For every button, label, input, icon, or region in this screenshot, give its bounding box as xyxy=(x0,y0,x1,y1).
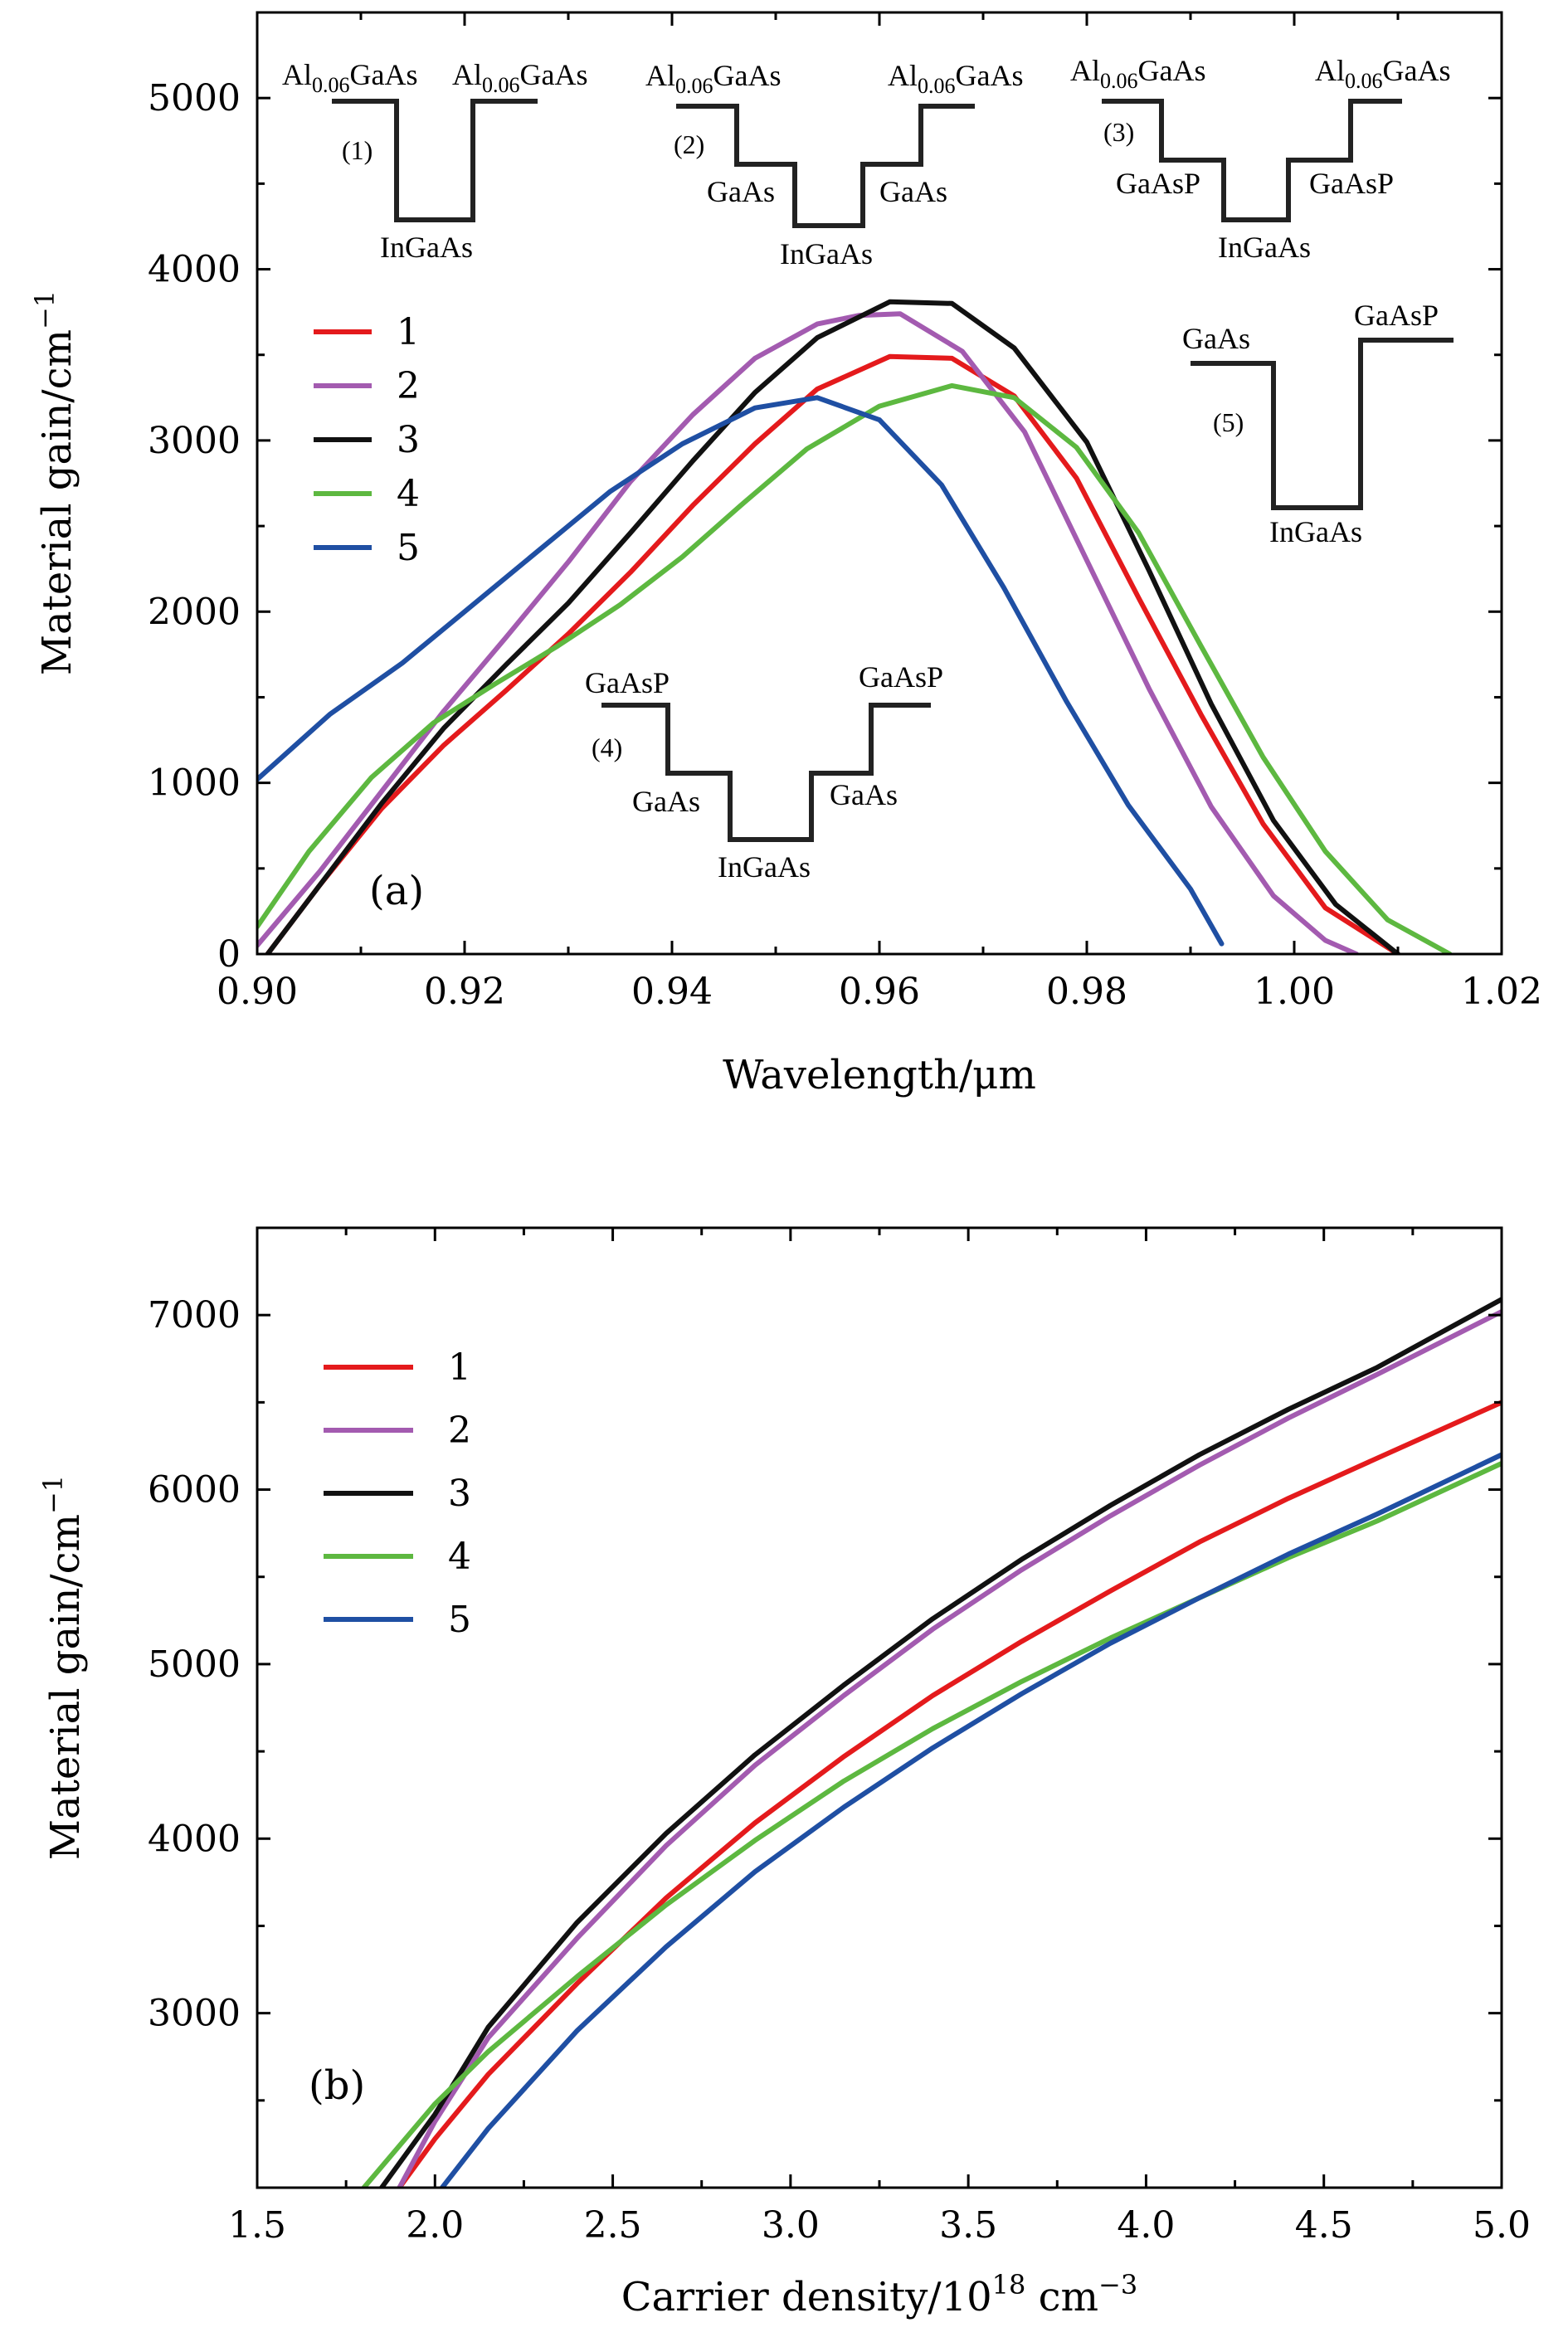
chart-b-ytick-label: 6000 xyxy=(148,1469,241,1512)
chart-b-series-5-line xyxy=(439,1452,1502,2188)
chart-b-ylabel: Material gain/cm−1 xyxy=(37,1475,89,1860)
chart-a-axes: 0.90 0.92 0.94 0.96 0.98 1.00 1.02 0 1000 2000 300… xyxy=(148,11,1542,1013)
chart-b-ytick-label: 4000 xyxy=(148,1818,241,1860)
inset-3-left-barrier: Al0.06GaAs xyxy=(1070,54,1205,93)
legend-a-label-4: 4 xyxy=(397,473,420,515)
band-diagram-3 xyxy=(1102,99,1402,222)
chart-b-series-group xyxy=(361,1297,1502,2188)
chart-b-panel-label: (b) xyxy=(309,2062,365,2109)
inset-3-right-barrier: Al0.06GaAs xyxy=(1315,54,1450,93)
inset-4-id: (4) xyxy=(592,733,622,762)
legend-a-label-1: 1 xyxy=(397,311,420,353)
inset-4-left-barrier: GaAsP xyxy=(585,666,670,699)
inset-4-right-barrier: GaAsP xyxy=(859,660,943,694)
inset-1-right-barrier: Al0.06GaAs xyxy=(452,58,587,97)
inset-3-well: InGaAs xyxy=(1218,231,1311,264)
band-diagram-2 xyxy=(676,104,975,228)
chart-a-series-5-line xyxy=(257,395,1225,947)
inset-4-step-left: GaAs xyxy=(632,785,700,818)
inset-2-right-barrier: Al0.06GaAs xyxy=(888,59,1023,98)
inset-5-well: InGaAs xyxy=(1269,515,1362,548)
chart-a-ytick-label: 3000 xyxy=(148,420,241,462)
chart-b: 1.5 2.0 2.5 3.0 3.5 4.0 4.5 5.0 3000 4000 5000 6000… xyxy=(37,1226,1531,2320)
inset-1-well: InGaAs xyxy=(380,231,473,264)
inset-1-left-barrier: Al0.06GaAs xyxy=(282,58,417,97)
legend-b-label-1: 1 xyxy=(448,1346,471,1389)
chart-b-series-1-line xyxy=(397,1400,1502,2188)
inset-2-step-right: GaAs xyxy=(879,175,947,208)
chart-a-xtick-label: 0.92 xyxy=(424,971,505,1013)
inset-5-left: GaAs xyxy=(1182,322,1250,355)
chart-a-ytick-label: 5000 xyxy=(148,77,241,119)
legend-a-label-2: 2 xyxy=(397,365,420,407)
chart-a-ytick-label: 0 xyxy=(217,933,241,976)
chart-a-xtick-label: 0.90 xyxy=(217,971,298,1013)
inset-structure-1: Al0.06GaAs Al0.06GaAs (1) InGaAs xyxy=(282,58,587,264)
chart-b-xtick-label: 3.5 xyxy=(939,2204,997,2247)
chart-b-xtick-label: 5.0 xyxy=(1473,2204,1531,2247)
chart-a-ytick-label: 1000 xyxy=(148,762,241,805)
chart-a-legend: 1 2 3 4 5 xyxy=(314,311,420,569)
chart-a-ytick-label: 2000 xyxy=(148,591,241,633)
chart-a-xtick-label: 0.94 xyxy=(631,971,713,1013)
chart-a-series-3-line xyxy=(265,299,1400,954)
inset-4-step-right: GaAs xyxy=(830,778,898,811)
inset-4-well: InGaAs xyxy=(718,850,811,884)
legend-b-label-4: 4 xyxy=(448,1536,471,1578)
legend-b-label-5: 5 xyxy=(448,1599,471,1641)
chart-a-xlabel: Wavelength/μm xyxy=(723,1052,1036,1098)
chart-a-ylabel: Material gain/cm−1 xyxy=(29,290,80,675)
inset-structure-5: GaAs GaAsP (5) InGaAs xyxy=(1182,299,1454,548)
inset-2-id: (2) xyxy=(674,129,704,159)
chart-a-panel-label: (a) xyxy=(369,868,424,914)
chart-b-xlabel: Carrier density/1018 cm−3 xyxy=(621,2269,1137,2320)
legend-a-label-3: 3 xyxy=(397,419,420,461)
chart-b-plot-frame xyxy=(256,1226,1503,2189)
legend-b-label-3: 3 xyxy=(448,1473,471,1515)
band-diagram-4 xyxy=(601,703,931,842)
chart-a-xtick-label: 0.98 xyxy=(1046,971,1127,1013)
chart-b-ytick-label: 3000 xyxy=(148,1993,241,2035)
chart-b-xtick-label: 2.0 xyxy=(406,2204,464,2247)
chart-a-series-group xyxy=(257,299,1453,954)
band-diagram-5 xyxy=(1191,338,1454,510)
chart-b-xtick-label: 4.0 xyxy=(1117,2204,1175,2247)
legend-b-label-2: 2 xyxy=(448,1410,471,1452)
chart-b-xtick-label: 4.5 xyxy=(1295,2204,1353,2247)
chart-a-xtick-label: 1.02 xyxy=(1461,971,1542,1013)
inset-structure-2: Al0.06GaAs Al0.06GaAs (2) GaAs GaAs InGa… xyxy=(645,59,1023,270)
chart-a-plot-frame xyxy=(256,11,1503,956)
chart-b-xtick-label: 3.0 xyxy=(762,2204,820,2247)
chart-a-ytick-label: 4000 xyxy=(148,249,241,291)
chart-b-series-4-line xyxy=(361,1461,1502,2188)
chart-b-axes: 1.5 2.0 2.5 3.0 3.5 4.0 4.5 5.0 3000 4000 5000 6000… xyxy=(148,1226,1531,2247)
band-diagram-1 xyxy=(332,99,538,222)
chart-b-legend: 1 2 3 4 5 xyxy=(324,1346,471,1641)
inset-2-step-left: GaAs xyxy=(707,175,775,208)
inset-3-id: (3) xyxy=(1103,117,1134,147)
inset-structure-4: GaAsP GaAsP (4) GaAs GaAs InGaAs xyxy=(585,660,943,884)
inset-3-step-left: GaAsP xyxy=(1116,167,1200,200)
chart-b-series-2-line xyxy=(397,1309,1502,2188)
chart-b-series-3-line xyxy=(379,1297,1502,2188)
chart-b-xtick-label: 1.5 xyxy=(228,2204,286,2247)
chart-a-xtick-label: 1.00 xyxy=(1254,971,1335,1013)
inset-5-id: (5) xyxy=(1213,407,1244,437)
inset-1-id: (1) xyxy=(342,135,373,165)
chart-a-series-1-line xyxy=(265,353,1400,954)
chart-a-series-4-line xyxy=(257,382,1453,954)
inset-3-step-right: GaAsP xyxy=(1309,167,1394,200)
inset-structure-3: Al0.06GaAs Al0.06GaAs (3) GaAsP GaAsP In… xyxy=(1070,54,1450,264)
inset-5-right: GaAsP xyxy=(1354,299,1439,332)
chart-a-series-2-line xyxy=(257,311,1359,954)
chart-b-ytick-label: 5000 xyxy=(148,1643,241,1686)
chart-b-xtick-label: 2.5 xyxy=(584,2204,642,2247)
chart-a-xtick-label: 0.96 xyxy=(839,971,920,1013)
inset-2-well: InGaAs xyxy=(780,237,873,270)
legend-a-label-5: 5 xyxy=(397,527,420,569)
inset-2-left-barrier: Al0.06GaAs xyxy=(645,59,781,98)
chart-a: 0.90 0.92 0.94 0.96 0.98 1.00 1.02 0 1000 2000 300… xyxy=(29,11,1542,1098)
chart-b-ytick-label: 7000 xyxy=(148,1294,241,1336)
